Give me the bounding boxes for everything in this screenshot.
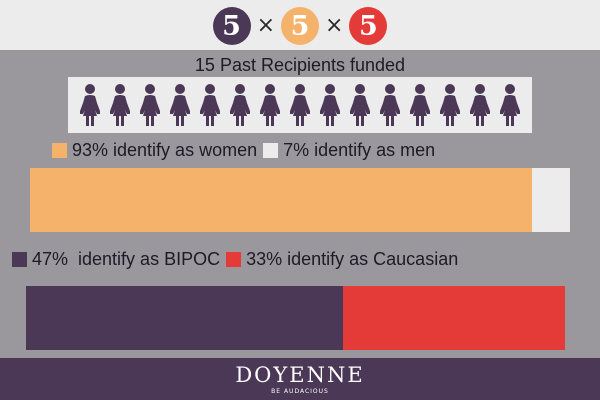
footer — [0, 358, 600, 400]
people-icon-strip — [68, 77, 532, 133]
brand-logo: DOYENNE — [235, 363, 365, 387]
badge-red: 5 — [349, 7, 388, 45]
legend-label-caucasian: 33% identify as Caucasian — [246, 249, 459, 269]
bar-segment-bipoc — [26, 286, 343, 350]
bar-segment-women — [30, 168, 533, 232]
badge-purple: 5 — [212, 7, 251, 45]
person-icon — [380, 84, 400, 126]
gender-legend: 93% identify as women 7% identify as men — [52, 140, 435, 161]
person-icon — [350, 84, 370, 126]
legend-label-bipoc: 47% identify as BIPOC — [32, 249, 221, 269]
brand-tagline: BE AUDACIOUS — [271, 388, 329, 395]
bar-segment-caucasian — [342, 286, 565, 350]
person-icon — [230, 84, 250, 126]
ethnicity-stacked-bar — [26, 286, 565, 350]
person-icon — [410, 84, 430, 126]
legend-swatch-men — [263, 143, 279, 158]
legend-swatch-women — [52, 143, 67, 158]
gender-stacked-bar — [30, 168, 570, 232]
person-icon — [440, 84, 460, 126]
bar-segment-men — [532, 168, 570, 232]
ethnicity-legend: 47% identify as BIPOC 33% identify as Ca… — [12, 249, 458, 270]
person-icon — [290, 84, 310, 126]
person-icon — [110, 84, 130, 126]
times-symbol: × — [256, 13, 275, 38]
badge-row: 5 × 5 × 5 — [0, 5, 600, 47]
legend-label-women: 93% identify as women — [72, 140, 258, 160]
person-icon — [170, 84, 190, 126]
person-icon — [260, 84, 280, 126]
legend-label-men: 7% identify as men — [283, 140, 436, 160]
badge-orange: 5 — [281, 7, 319, 45]
legend-swatch-caucasian — [226, 252, 242, 267]
person-icon — [140, 84, 160, 126]
legend-swatch-bipoc — [12, 252, 27, 267]
person-icon — [80, 84, 100, 126]
recipients-caption: 15 Past Recipients funded — [194, 55, 406, 75]
person-icon — [200, 84, 220, 126]
person-icon — [500, 84, 520, 126]
person-icon — [320, 84, 340, 126]
person-icon — [470, 84, 490, 126]
times-symbol: × — [325, 13, 344, 38]
